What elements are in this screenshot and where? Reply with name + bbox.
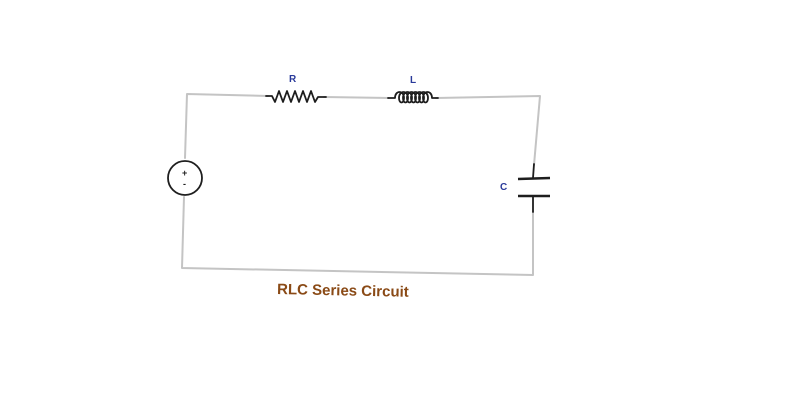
resistor-symbol bbox=[265, 90, 327, 103]
source-minus-sign: - bbox=[183, 179, 186, 189]
capacitor-plate-top bbox=[517, 176, 551, 181]
resistor-label: R bbox=[289, 74, 297, 85]
diagram-caption: RLC Series Circuit bbox=[277, 281, 409, 301]
wires bbox=[181, 93, 541, 276]
voltage-source: + - bbox=[167, 160, 203, 196]
resistor: R bbox=[265, 74, 327, 103]
voltage-source-circle bbox=[167, 160, 203, 196]
capacitor-label: C bbox=[500, 182, 507, 193]
capacitor: C bbox=[500, 163, 551, 213]
source-plus-sign: + bbox=[182, 168, 187, 178]
capacitor-lead-top bbox=[532, 163, 535, 179]
wire-capacitor-to-source bbox=[181, 196, 534, 276]
inductor: L bbox=[387, 75, 439, 104]
inductor-label: L bbox=[410, 75, 416, 86]
wire-resistor-to-inductor bbox=[323, 96, 390, 99]
wire-source-to-resistor bbox=[184, 93, 269, 159]
inductor-coil bbox=[387, 91, 439, 104]
wire-inductor-to-capacitor bbox=[435, 95, 541, 166]
